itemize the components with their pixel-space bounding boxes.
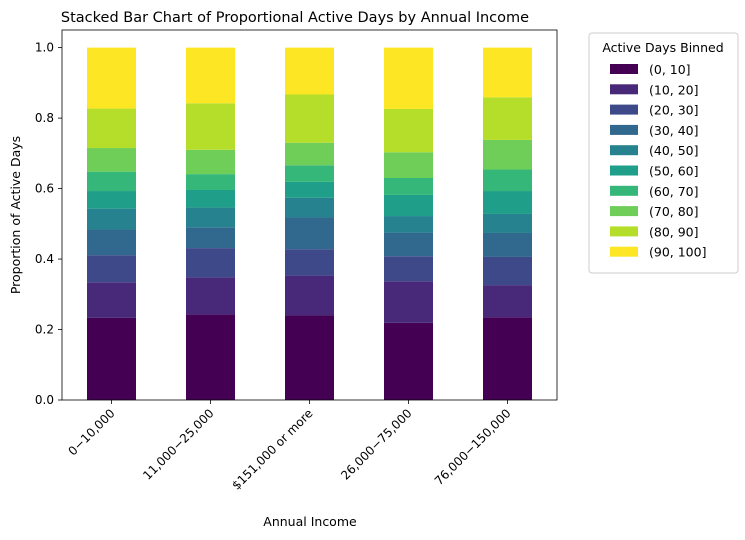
bar-segment: [384, 256, 433, 282]
bar-segment: [384, 47, 433, 109]
bar-segment: [87, 108, 136, 149]
x-tick-label: 76,000−150,000: [432, 406, 514, 488]
legend: Active Days Binned (0, 10] (10, 20] (20, 3…: [588, 32, 739, 274]
legend-swatch: [610, 145, 638, 156]
bar-segment: [186, 277, 235, 315]
legend-label: (30, 40]: [649, 123, 699, 138]
legend-swatch: [610, 64, 638, 74]
bar-segment: [483, 47, 532, 98]
bar-segment: [384, 232, 433, 257]
bar-segment: [483, 139, 532, 170]
bar-segment: [186, 207, 235, 228]
bar-segment: [285, 47, 334, 95]
bar-segment: [285, 94, 334, 143]
bar-segment: [285, 181, 334, 198]
x-tick-label: $151,000 or more: [229, 406, 315, 492]
y-axis-label: Proportion of Active Days: [8, 136, 23, 294]
x-tick-label: 26,000−75,000: [338, 406, 414, 482]
legend-swatch: [610, 104, 638, 115]
bar-segment: [483, 256, 532, 286]
bar-segment: [87, 229, 136, 256]
legend-items: (0, 10] (10, 20] (20, 30] (30, 40] (40, 50] (…: [610, 62, 706, 260]
bar-segment: [186, 227, 235, 249]
legend-swatch: [610, 165, 638, 176]
legend-label: (90, 100]: [649, 245, 706, 260]
bar-segment: [483, 169, 532, 192]
bar-segment: [186, 103, 235, 150]
bar-segment: [285, 315, 334, 400]
bar-segment: [186, 248, 235, 278]
bar-segment: [384, 152, 433, 178]
x-axis-label: Annual Income: [263, 514, 357, 529]
x-axis: 0−10,000 11,000−25,000 $151,000 or more 26,…: [66, 400, 514, 493]
legend-label: (60, 70]: [649, 184, 699, 199]
bar-segment: [483, 213, 532, 233]
legend-swatch: [610, 226, 638, 237]
bar-segment: [483, 191, 532, 214]
bar-segment: [87, 282, 136, 318]
bar-segment: [384, 322, 433, 400]
bar-segment: [483, 232, 532, 257]
y-axis: 0.0 0.2 0.4 0.6 0.8 1.0: [35, 41, 62, 407]
y-tick-label: 0.0: [35, 393, 54, 407]
bar-segment: [483, 285, 532, 318]
bar-segment: [384, 194, 433, 217]
y-tick-label: 0.2: [35, 323, 54, 337]
legend-swatch: [610, 246, 638, 257]
legend-swatch: [610, 185, 638, 196]
bar-segment: [87, 208, 136, 230]
bar-segment: [186, 189, 235, 208]
bar-segment: [186, 314, 235, 400]
bar-segment: [384, 281, 433, 323]
plot-frame: [61, 29, 558, 401]
bar-segment: [285, 165, 334, 182]
legend-label: (0, 10]: [649, 62, 691, 77]
bar-segment: [483, 317, 532, 400]
bar-segment: [285, 275, 334, 316]
legend-title: Active Days Binned: [602, 40, 723, 55]
legend-label: (10, 20]: [649, 82, 699, 97]
bar-segment: [87, 255, 136, 283]
bar-segment: [186, 47, 235, 104]
bar-segment: [384, 108, 433, 153]
legend-label: (70, 80]: [649, 204, 699, 219]
bars: [87, 47, 532, 400]
y-tick-label: 1.0: [35, 41, 54, 55]
bar-segment: [87, 191, 136, 209]
x-tick-label: 0−10,000: [66, 406, 118, 458]
y-tick-label: 0.4: [35, 252, 54, 266]
y-tick-label: 0.8: [35, 111, 54, 125]
bar-segment: [87, 47, 136, 109]
bar-segment: [384, 216, 433, 233]
x-tick-label: 11,000−25,000: [140, 406, 216, 482]
legend-label: (50, 60]: [649, 164, 699, 179]
bar-segment: [87, 317, 136, 400]
bar-segment: [285, 197, 334, 218]
bar-segment: [384, 178, 433, 195]
bar-segment: [87, 148, 136, 172]
bar-segment: [87, 171, 136, 192]
bar-segment: [483, 97, 532, 140]
legend-swatch: [610, 84, 638, 95]
bar-segment: [285, 142, 334, 166]
bar-segment: [285, 249, 334, 276]
legend-label: (20, 30]: [649, 103, 699, 118]
legend-swatch: [610, 124, 638, 135]
legend-label: (80, 90]: [649, 224, 699, 239]
chart-title: Stacked Bar Chart of Proportional Active…: [61, 10, 529, 26]
bar-segment: [285, 217, 334, 250]
bar-segment: [186, 149, 235, 175]
bar-segment: [186, 174, 235, 190]
legend-swatch: [610, 206, 638, 217]
y-tick-label: 0.6: [35, 182, 54, 196]
legend-label: (40, 50]: [649, 143, 699, 158]
